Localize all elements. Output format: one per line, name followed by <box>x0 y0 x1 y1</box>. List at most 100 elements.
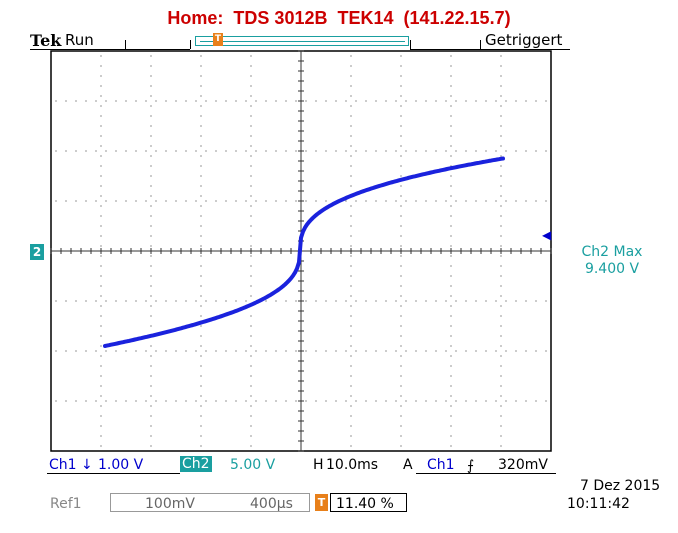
grid-dot <box>500 375 502 377</box>
grid-dot <box>150 125 152 127</box>
grid-dot <box>145 200 147 202</box>
horizontal-scale[interactable]: 10.0ms <box>326 457 379 473</box>
grid-dot <box>495 100 497 102</box>
grid-dot <box>400 285 402 287</box>
grid-dot <box>525 350 527 352</box>
grid-dot <box>350 395 352 397</box>
grid-dot <box>350 405 352 407</box>
ch2-scale[interactable]: 5.00 V <box>230 457 276 473</box>
grid-dot <box>185 350 187 352</box>
grid-dot <box>55 150 57 152</box>
grid-dot <box>145 350 147 352</box>
grid-dot <box>235 150 237 152</box>
grid-dot <box>100 215 102 217</box>
grid-dot <box>250 125 252 127</box>
grid-dot <box>200 125 202 127</box>
grid-dot <box>365 300 367 302</box>
ch1-scale[interactable]: 1.00 V <box>98 457 144 473</box>
ch2-tag[interactable]: Ch2 <box>180 456 212 472</box>
grid-dot <box>215 100 217 102</box>
grid-dot <box>400 445 402 447</box>
grid-dot <box>150 305 152 307</box>
grid-dot <box>355 300 357 302</box>
ch1-tag[interactable]: Ch1 <box>49 457 77 473</box>
grid-dot <box>400 145 402 147</box>
grid-dot <box>115 100 117 102</box>
grid-dot <box>345 400 347 402</box>
grid-dot <box>535 300 537 302</box>
grid-dot <box>400 355 402 357</box>
grid-dot <box>350 335 352 337</box>
grid-dot <box>200 395 202 397</box>
grid-dot <box>400 215 402 217</box>
grid-dot <box>100 265 102 267</box>
grid-dot <box>315 200 317 202</box>
grid-dot <box>450 85 452 87</box>
grid-dot <box>150 205 152 207</box>
grid-dot <box>100 415 102 417</box>
grid-dot <box>385 200 387 202</box>
grid-dot <box>175 200 177 202</box>
grid-dot <box>205 300 207 302</box>
trigger-level[interactable]: 320mV <box>498 457 548 473</box>
header-tick <box>190 40 191 49</box>
grid-dot <box>245 200 247 202</box>
grid-dot <box>465 150 467 152</box>
grid-dot <box>65 200 67 202</box>
trigger-position[interactable]: 11.40 % <box>336 496 394 512</box>
grid-dot <box>250 315 252 317</box>
grid-dot <box>350 175 352 177</box>
grid-dot <box>100 295 102 297</box>
acquisition-state: Run <box>65 31 94 49</box>
grid-dot <box>100 195 102 197</box>
grid-dot <box>355 100 357 102</box>
grid-dot <box>365 200 367 202</box>
grid-dot <box>100 155 102 157</box>
grid-dot <box>450 95 452 97</box>
graticule-center-axes <box>50 50 552 452</box>
record-position-bar[interactable] <box>195 36 409 46</box>
grid-dot <box>350 125 352 127</box>
grid-dot <box>200 245 202 247</box>
grid-dot <box>400 105 402 107</box>
trigger-mode: A <box>403 457 413 473</box>
grid-dot <box>495 350 497 352</box>
grid-dot <box>150 255 152 257</box>
grid-dot <box>500 55 502 57</box>
grid-dot <box>200 155 202 157</box>
grid-dot <box>200 135 202 137</box>
grid-dot <box>155 400 157 402</box>
grid-dot <box>200 145 202 147</box>
trigger-source[interactable]: Ch1 <box>427 457 455 473</box>
grid-dot <box>205 150 207 152</box>
grid-dot <box>345 300 347 302</box>
grid-dot <box>225 300 227 302</box>
grid-dot <box>155 100 157 102</box>
grid-dot <box>495 150 497 152</box>
grid-dot <box>450 445 452 447</box>
grid-dot <box>350 285 352 287</box>
grid-dot <box>500 305 502 307</box>
grid-dot <box>215 150 217 152</box>
grid-dot <box>350 265 352 267</box>
grid-dot <box>495 400 497 402</box>
grid-dot <box>215 200 217 202</box>
grid-dot <box>250 285 252 287</box>
grid-dot <box>450 335 452 337</box>
ch2-ground-marker[interactable]: 2 <box>30 244 44 260</box>
grid-dot <box>250 325 252 327</box>
waveform-display[interactable] <box>50 50 552 452</box>
grid-dot <box>100 345 102 347</box>
grid-dot <box>200 445 202 447</box>
ref1-tag[interactable]: Ref1 <box>50 496 82 512</box>
grid-dot <box>450 365 452 367</box>
ref1-box <box>110 493 310 512</box>
grid-dot <box>250 65 252 67</box>
grid-dot <box>100 55 102 57</box>
grid-dot <box>365 400 367 402</box>
grid-dot <box>375 350 377 352</box>
grid-dot <box>215 350 217 352</box>
grid-dot <box>95 100 97 102</box>
grid-dot <box>95 200 97 202</box>
grid-dot <box>435 400 437 402</box>
